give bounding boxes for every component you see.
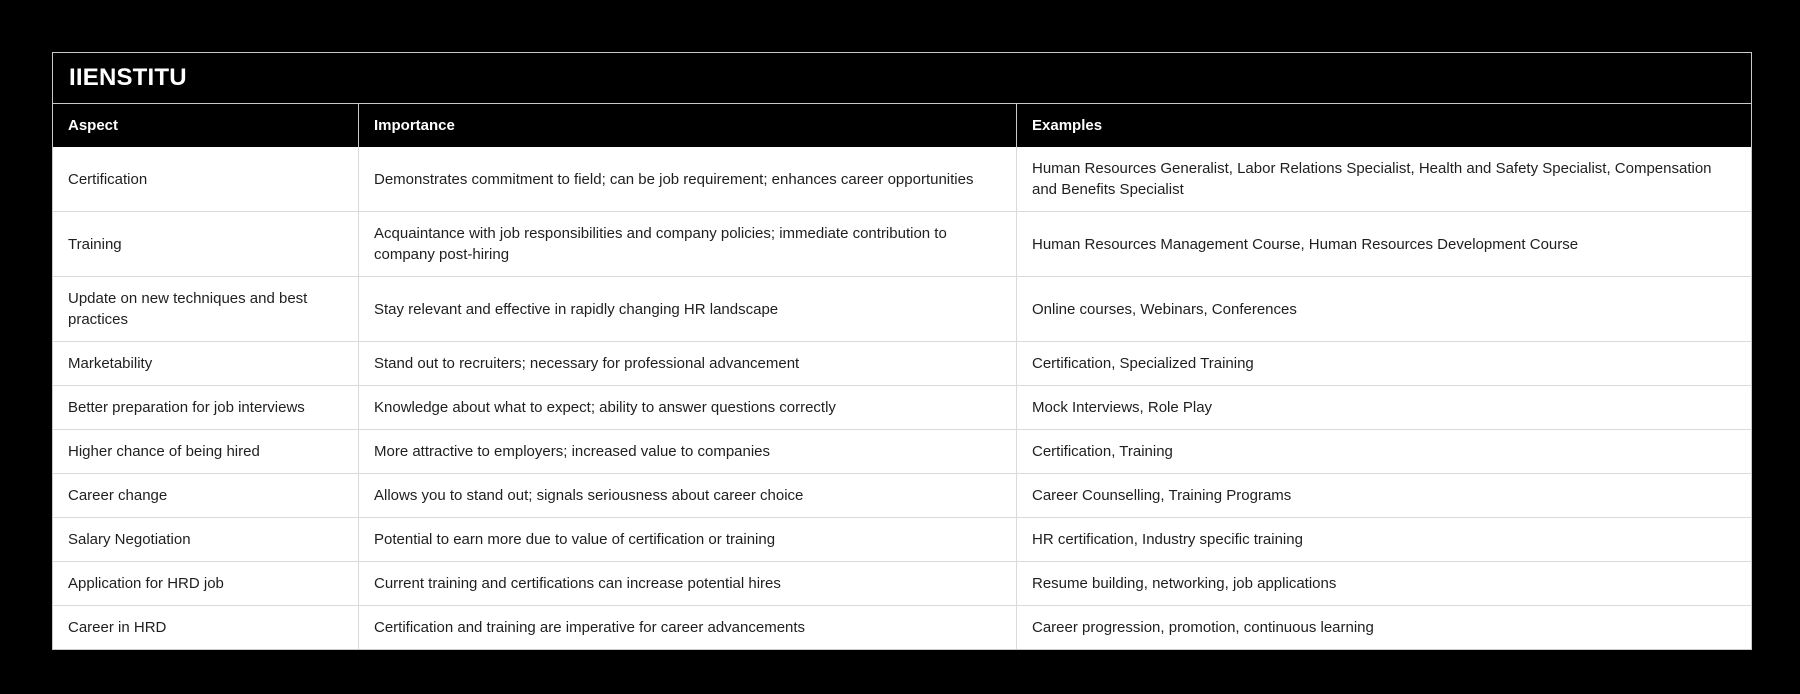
cell-examples: HR certification, Industry specific trai… xyxy=(1016,518,1751,561)
cell-examples: Resume building, networking, job applica… xyxy=(1016,562,1751,605)
brand-title: IIENSTITU xyxy=(53,53,1751,104)
cell-examples: Career progression, promotion, continuou… xyxy=(1016,606,1751,649)
table-row: Salary Negotiation Potential to earn more… xyxy=(53,517,1751,561)
table-row: Certification Demonstrates commitment to … xyxy=(53,147,1751,211)
table-row: Better preparation for job interviews Kno… xyxy=(53,385,1751,429)
cell-examples: Certification, Training xyxy=(1016,430,1751,473)
cell-importance: Potential to earn more due to value of c… xyxy=(358,518,1016,561)
cell-aspect: Better preparation for job interviews xyxy=(68,399,305,416)
table-row: Career in HRD Certification and training … xyxy=(53,605,1751,649)
cell-aspect: Training xyxy=(68,235,122,253)
table-body: Certification Demonstrates commitment to … xyxy=(53,147,1751,649)
cell-examples: Certification, Specialized Training xyxy=(1016,342,1751,385)
cell-aspect: Update on new techniques and best practi… xyxy=(68,290,308,328)
cell-importance: Knowledge about what to expect; ability … xyxy=(358,386,1016,429)
column-header-aspect: Aspect xyxy=(68,117,119,134)
cell-aspect: Certification xyxy=(68,170,148,188)
column-header-examples: Examples xyxy=(1016,104,1751,147)
cell-importance: Stay relevant and effective in rapidly c… xyxy=(358,277,1016,341)
table-header-row: Aspect Importance Examples xyxy=(53,104,1751,147)
table-row: Training Acquaintance with job responsibi… xyxy=(53,211,1751,276)
cell-importance: Demonstrates commitment to field; can be… xyxy=(358,147,1016,211)
cell-aspect: Higher chance of being hired xyxy=(68,443,260,460)
cell-importance: Stand out to recruiters; necessary for p… xyxy=(358,342,1016,385)
cell-importance: Allows you to stand out; signals serious… xyxy=(358,474,1016,517)
cell-aspect: Marketability xyxy=(68,355,153,372)
cell-importance: Current training and certifications can … xyxy=(358,562,1016,605)
cell-examples: Human Resources Generalist, Labor Relati… xyxy=(1016,147,1751,211)
cell-examples: Online courses, Webinars, Conferences xyxy=(1016,277,1751,341)
table-row: Higher chance of being hired More attract… xyxy=(53,429,1751,473)
table-row: Application for HRD job Current training … xyxy=(53,561,1751,605)
cell-importance: Acquaintance with job responsibilities a… xyxy=(358,212,1016,276)
cell-examples: Career Counselling, Training Programs xyxy=(1016,474,1751,517)
table-row: Update on new techniques and best practi… xyxy=(53,276,1751,341)
info-table-card: IIENSTITU Aspect Importance Examples Cer… xyxy=(52,52,1752,650)
cell-examples: Human Resources Management Course, Human… xyxy=(1016,212,1751,276)
cell-aspect: Application for HRD job xyxy=(68,575,224,592)
cell-examples: Mock Interviews, Role Play xyxy=(1016,386,1751,429)
table-row: Career change Allows you to stand out; si… xyxy=(53,473,1751,517)
cell-importance: More attractive to employers; increased … xyxy=(358,430,1016,473)
cell-aspect: Salary Negotiation xyxy=(68,531,191,548)
table-row: Marketability Stand out to recruiters; ne… xyxy=(53,341,1751,385)
cell-aspect: Career in HRD xyxy=(68,619,167,636)
column-header-importance: Importance xyxy=(358,104,1016,147)
cell-importance: Certification and training are imperativ… xyxy=(358,606,1016,649)
cell-aspect: Career change xyxy=(68,487,168,504)
